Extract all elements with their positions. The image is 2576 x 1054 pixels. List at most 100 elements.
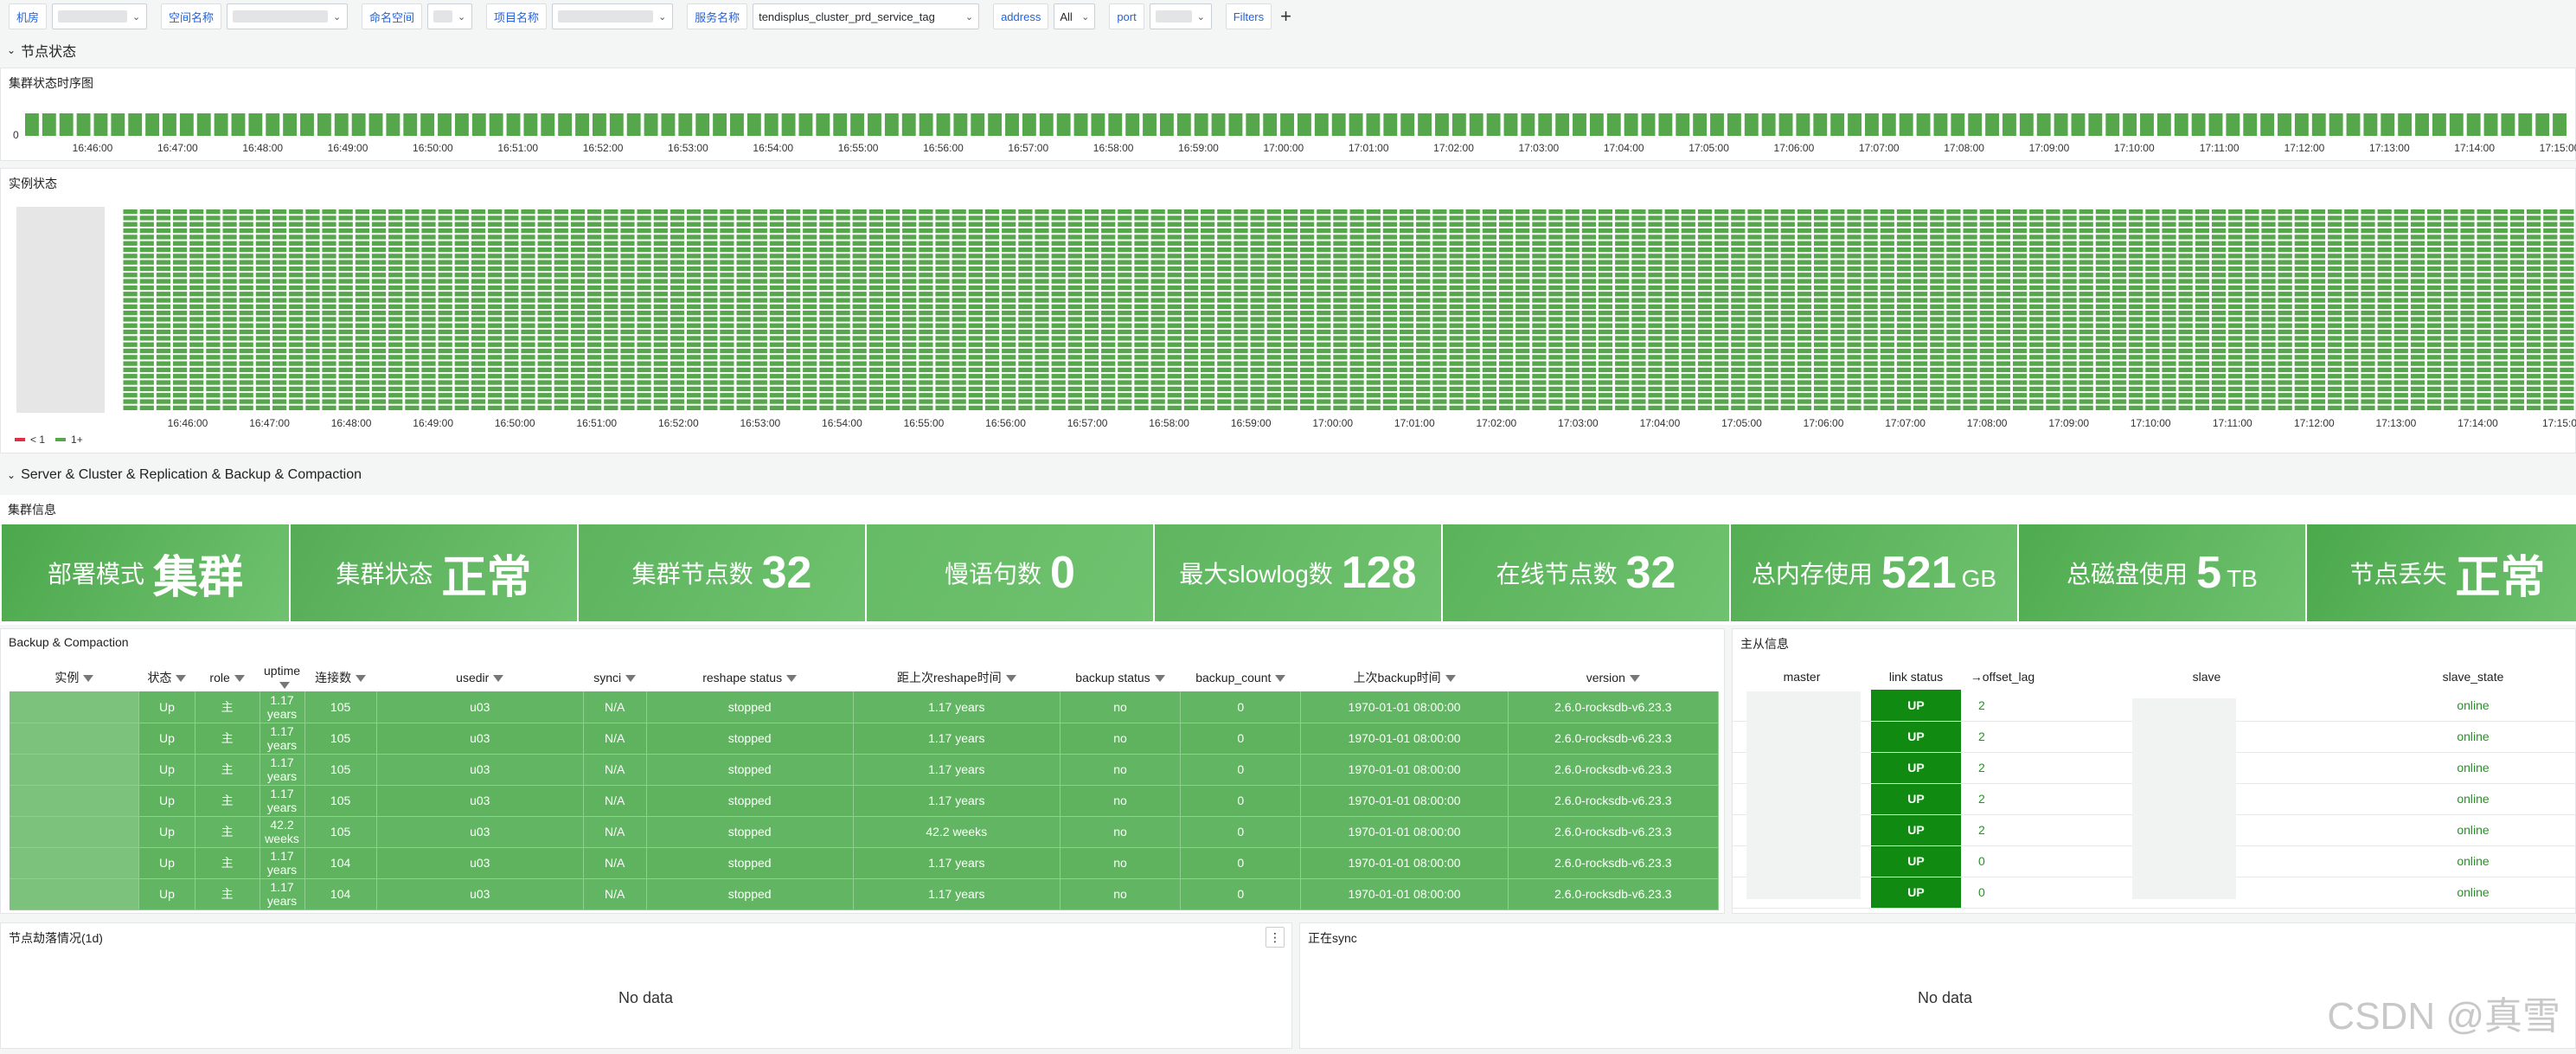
status-cell [736,279,751,284]
status-cell [2477,348,2491,354]
status-cell [1896,279,1912,284]
status-cell [2079,405,2093,410]
status-cell [1581,361,1596,366]
status-cell [803,317,817,322]
status-cell [1847,235,1862,240]
status-cell [2393,361,2408,366]
status-cell [1201,209,1215,215]
status-cell [637,405,651,410]
status-cell [1880,405,1894,410]
status-cell [1830,228,1845,234]
status-cell [1067,399,1082,404]
variable-label: 命名空间 [362,3,423,29]
variable-select[interactable]: All ⌄ [1054,3,1096,29]
status-cell [1183,241,1199,246]
status-cell [1101,348,1116,354]
status-cell [2112,209,2127,215]
status-cell [438,336,452,341]
status-cell [1731,273,1746,278]
status-cell [670,260,685,265]
status-cell [2129,235,2143,240]
add-filter-button[interactable]: + [1280,5,1291,27]
status-cell [1581,323,1596,328]
variable-select[interactable]: ⌄ [1149,3,1212,29]
status-bar [988,113,1003,136]
status-cell [868,329,883,335]
status-cell [1333,380,1348,385]
status-cell [1283,355,1298,360]
variable-select[interactable]: ⌄ [52,3,148,29]
status-cell [322,222,336,227]
status-cell [371,374,387,379]
status-cell [206,304,221,309]
legend-item[interactable]: < 1 [30,434,46,446]
status-cell [421,292,436,297]
status-cell [1234,266,1248,272]
status-cell [736,311,751,316]
status-cell [338,266,353,272]
row-node-status[interactable]: ⌄ 节点状态 [7,40,76,61]
status-cell [2211,323,2227,328]
status-cell [471,273,486,278]
variable-label[interactable]: Filters [1225,3,1272,29]
status-cell [852,311,867,316]
status-cell [1648,317,1663,322]
status-cell [968,260,983,265]
status-cell [687,399,702,404]
status-cell [2310,273,2326,278]
status-cell [836,260,850,265]
status-cell [1300,311,1315,316]
status-cell [836,380,850,385]
status-cell [786,285,801,291]
status-cell [1449,348,1464,354]
status-cell [919,336,933,341]
status-cell [1499,317,1514,322]
row-server-cluster[interactable]: ⌄ Server & Cluster & Replication & Backu… [7,467,362,483]
legend-item[interactable]: 1+ [71,434,83,446]
status-cell [620,386,635,392]
status-cell [2560,247,2574,253]
variable-select[interactable]: ⌄ [427,3,473,29]
status-cell [1283,209,1298,215]
status-cell [886,380,900,385]
variable-select[interactable]: tendisplus_cluster_prd_service_tag ⌄ [753,3,980,29]
status-cell [604,241,618,246]
status-cell [720,298,734,303]
status-cell [1532,317,1547,322]
variable-select[interactable]: ⌄ [552,3,674,29]
status-cell [2477,292,2491,297]
status-cell [2444,348,2458,354]
status-cell [388,367,403,373]
status-cell [239,374,253,379]
status-bar [59,113,74,136]
status-cell [1118,254,1132,259]
status-cell [2095,260,2110,265]
status-cell [736,209,751,215]
status-cell [1482,348,1496,354]
status-cell [521,317,535,322]
status-cell [2444,361,2458,366]
status-cell [189,361,204,366]
status-cell [587,336,602,341]
status-cell [2310,298,2326,303]
status-cell [1863,380,1878,385]
status-cell [902,279,917,284]
status-cell [2328,298,2342,303]
status-cell [554,292,568,297]
status-cell [570,285,586,291]
status-bar [644,113,658,136]
status-cell [1963,329,1977,335]
status-cell [2377,304,2392,309]
variable-select[interactable]: ⌄ [227,3,349,29]
status-cell [2377,405,2392,410]
status-cell [984,266,1000,272]
status-cell [1067,367,1082,373]
status-cell [2543,342,2558,347]
status-cell [2560,292,2574,297]
status-cell [720,380,734,385]
status-cell [803,386,817,392]
status-cell [1930,235,1945,240]
status-cell [968,254,983,259]
status-cell [786,361,801,366]
status-cell [2112,279,2127,284]
